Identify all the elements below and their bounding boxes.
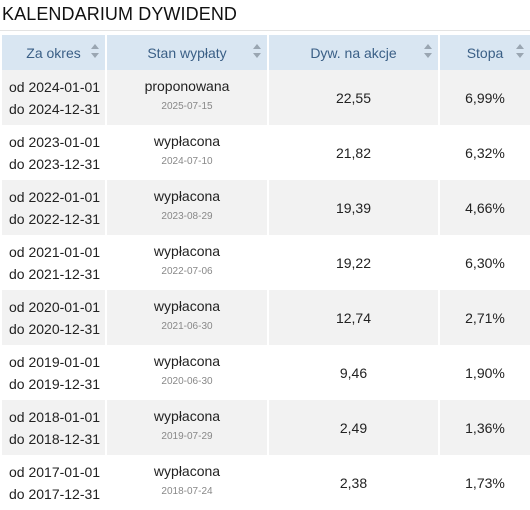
payout-status: proponowana xyxy=(144,77,230,94)
table-row: od 2022-01-01 do 2022-12-31 wypłacona 20… xyxy=(2,180,530,235)
period-cell: od 2019-01-01 do 2019-12-31 xyxy=(2,345,107,400)
period-from: od 2022-01-01 xyxy=(9,188,101,205)
yield-value: 1,73% xyxy=(439,455,530,510)
title-divider xyxy=(0,30,530,31)
dividend-calendar-table: Za okres Stan wypłaty Dyw. na akcje Stop… xyxy=(2,35,530,510)
sort-icon[interactable] xyxy=(91,44,99,58)
dividend-value: 2,49 xyxy=(268,400,440,455)
payout-date: 2024-07-10 xyxy=(161,155,213,167)
payout-status: wypłacona xyxy=(153,132,221,149)
yield-value: 1,36% xyxy=(439,400,530,455)
column-header-period[interactable]: Za okres xyxy=(2,35,107,70)
period-cell: od 2020-01-01 do 2020-12-31 xyxy=(2,290,107,345)
period-to: do 2023-12-31 xyxy=(9,155,101,172)
period-cell: od 2023-01-01 do 2023-12-31 xyxy=(2,125,107,180)
period-from: od 2017-01-01 xyxy=(9,463,101,480)
payout-date: 2022-07-06 xyxy=(161,265,213,277)
period-cell: od 2024-01-01 do 2024-12-31 xyxy=(2,70,107,125)
yield-value: 6,32% xyxy=(439,125,530,180)
period-from: od 2020-01-01 xyxy=(9,298,101,315)
dividend-value: 12,74 xyxy=(268,290,440,345)
sort-icon[interactable] xyxy=(424,44,432,58)
status-cell: wypłacona 2021-06-30 xyxy=(106,290,269,345)
dividend-value: 9,46 xyxy=(268,345,440,400)
payout-status: wypłacona xyxy=(153,242,221,259)
column-header-status[interactable]: Stan wypłaty xyxy=(106,35,269,70)
period-from: od 2023-01-01 xyxy=(9,133,101,150)
payout-date: 2021-06-30 xyxy=(161,320,213,332)
payout-date: 2019-07-29 xyxy=(161,430,213,442)
payout-date: 2020-06-30 xyxy=(161,375,213,387)
section-title: KALENDARIUM DYWIDEND xyxy=(2,4,238,24)
payout-status: wypłacona xyxy=(153,352,221,369)
table-header-row: Za okres Stan wypłaty Dyw. na akcje Stop… xyxy=(2,35,530,70)
period-from: od 2019-01-01 xyxy=(9,353,101,370)
yield-value: 1,90% xyxy=(439,345,530,400)
column-header-label: Dyw. na akcje xyxy=(310,44,397,61)
dividend-value: 21,82 xyxy=(268,125,440,180)
payout-date: 2025-07-15 xyxy=(161,100,213,112)
status-cell: wypłacona 2022-07-06 xyxy=(106,235,269,290)
payout-status: wypłacona xyxy=(153,462,221,479)
period-from: od 2018-01-01 xyxy=(9,408,101,425)
column-header-dividend[interactable]: Dyw. na akcje xyxy=(268,35,440,70)
column-header-label: Za okres xyxy=(26,44,81,61)
period-to: do 2021-12-31 xyxy=(9,265,101,282)
status-cell: proponowana 2025-07-15 xyxy=(106,70,269,125)
column-header-label: Stan wypłaty xyxy=(147,44,227,61)
table-row: od 2023-01-01 do 2023-12-31 wypłacona 20… xyxy=(2,125,530,180)
period-from: od 2024-01-01 xyxy=(9,78,101,95)
status-cell: wypłacona 2020-06-30 xyxy=(106,345,269,400)
payout-status: wypłacona xyxy=(153,187,221,204)
table-row: od 2021-01-01 do 2021-12-31 wypłacona 20… xyxy=(2,235,530,290)
yield-value: 4,66% xyxy=(439,180,530,235)
payout-date: 2023-08-29 xyxy=(161,210,213,222)
period-to: do 2022-12-31 xyxy=(9,210,101,227)
period-cell: od 2017-01-01 do 2017-12-31 xyxy=(2,455,107,510)
table-row: od 2018-01-01 do 2018-12-31 wypłacona 20… xyxy=(2,400,530,455)
payout-date: 2018-07-24 xyxy=(161,485,213,497)
status-cell: wypłacona 2019-07-29 xyxy=(106,400,269,455)
status-cell: wypłacona 2018-07-24 xyxy=(106,455,269,510)
yield-value: 2,71% xyxy=(439,290,530,345)
period-cell: od 2022-01-01 do 2022-12-31 xyxy=(2,180,107,235)
column-header-yield[interactable]: Stopa xyxy=(439,35,530,70)
period-cell: od 2018-01-01 do 2018-12-31 xyxy=(2,400,107,455)
period-to: do 2024-12-31 xyxy=(9,100,101,117)
yield-value: 6,30% xyxy=(439,235,530,290)
status-cell: wypłacona 2023-08-29 xyxy=(106,180,269,235)
period-cell: od 2021-01-01 do 2021-12-31 xyxy=(2,235,107,290)
period-to: do 2019-12-31 xyxy=(9,375,101,392)
sort-icon[interactable] xyxy=(253,44,261,58)
dividend-value: 22,55 xyxy=(268,70,440,125)
table-row: od 2020-01-01 do 2020-12-31 wypłacona 20… xyxy=(2,290,530,345)
table-row: od 2024-01-01 do 2024-12-31 proponowana … xyxy=(2,70,530,125)
period-to: do 2017-12-31 xyxy=(9,485,101,502)
table-row: od 2017-01-01 do 2017-12-31 wypłacona 20… xyxy=(2,455,530,510)
dividend-value: 19,22 xyxy=(268,235,440,290)
payout-status: wypłacona xyxy=(153,407,221,424)
dividend-value: 19,39 xyxy=(268,180,440,235)
payout-status: wypłacona xyxy=(153,297,221,314)
column-header-label: Stopa xyxy=(466,44,504,61)
dividend-value: 2,38 xyxy=(268,455,440,510)
status-cell: wypłacona 2024-07-10 xyxy=(106,125,269,180)
yield-value: 6,99% xyxy=(439,70,530,125)
period-to: do 2018-12-31 xyxy=(9,430,101,447)
table-row: od 2019-01-01 do 2019-12-31 wypłacona 20… xyxy=(2,345,530,400)
sort-icon[interactable] xyxy=(516,44,524,58)
period-to: do 2020-12-31 xyxy=(9,320,101,337)
period-from: od 2021-01-01 xyxy=(9,243,101,260)
